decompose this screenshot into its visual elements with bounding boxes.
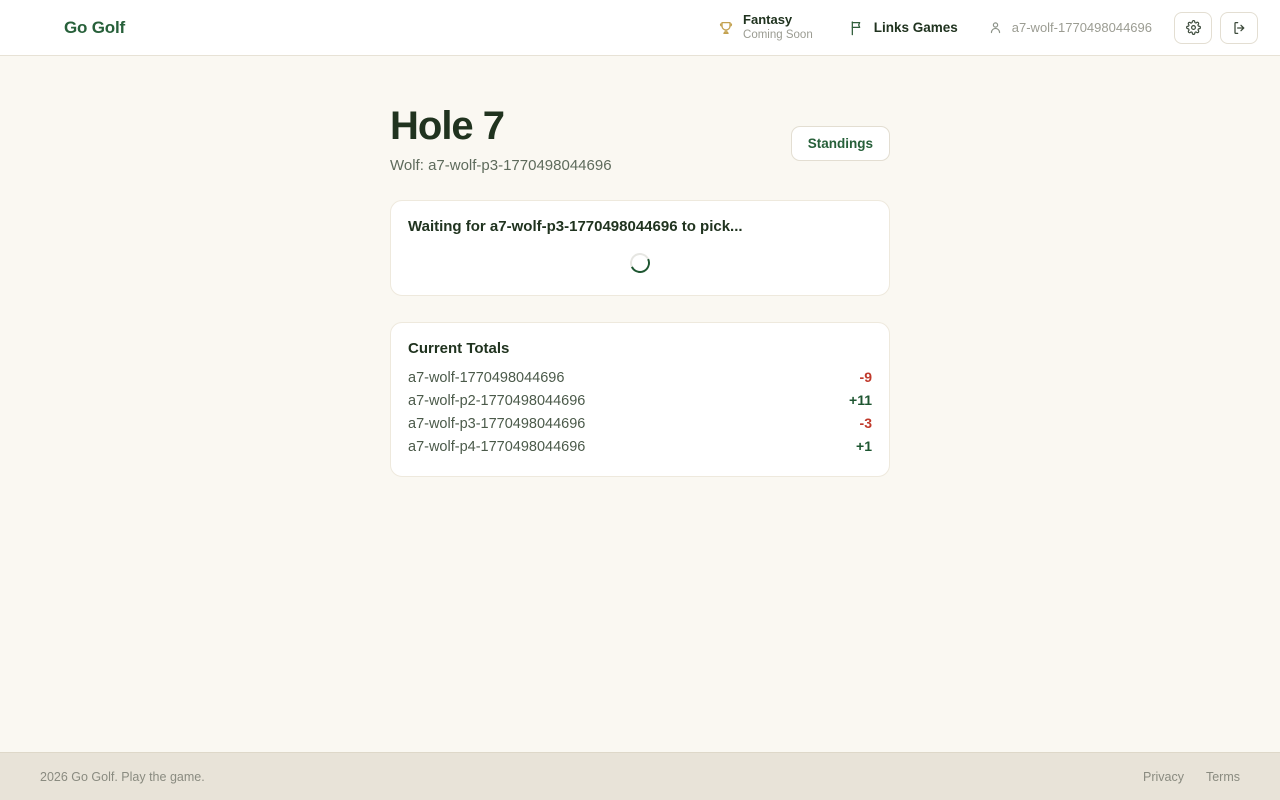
- player-score: -3: [859, 414, 872, 431]
- player-score: +1: [856, 437, 872, 454]
- footer-link-privacy[interactable]: Privacy: [1142, 769, 1184, 784]
- logout-button[interactable]: [1220, 11, 1258, 44]
- header-nav: Fantasy Coming Soon Links Games a7-wolf-…: [700, 6, 1258, 50]
- standings-button[interactable]: Standings: [790, 126, 890, 161]
- brand-logo[interactable]: Go Golf: [64, 17, 125, 37]
- table-row: a7-wolf-p2-1770498044696 +11: [408, 389, 872, 412]
- content-column: Hole 7 Wolf: a7-wolf-p3-1770498044696 St…: [390, 104, 890, 477]
- nav-fantasy-label: Fantasy: [743, 11, 793, 27]
- page-subtitle: Wolf: a7-wolf-p3-1770498044696: [390, 156, 612, 174]
- main-content: Hole 7 Wolf: a7-wolf-p3-1770498044696 St…: [0, 56, 1280, 752]
- player-score: +11: [849, 391, 872, 408]
- nav-item-fantasy[interactable]: Fantasy Coming Soon: [700, 6, 831, 50]
- player-name: a7-wolf-p2-1770498044696: [408, 392, 586, 409]
- trophy-icon: [718, 20, 734, 36]
- page-header-row: Hole 7 Wolf: a7-wolf-p3-1770498044696 St…: [390, 104, 890, 174]
- waiting-message: Waiting for a7-wolf-p3-1770498044696 to …: [408, 217, 743, 235]
- player-name: a7-wolf-1770498044696: [408, 369, 565, 386]
- spinner-container: [408, 249, 872, 276]
- table-row: a7-wolf-p4-1770498044696 +1: [408, 435, 872, 458]
- player-name: a7-wolf-p4-1770498044696: [408, 438, 586, 455]
- player-score: -9: [859, 368, 872, 385]
- user-icon: [988, 20, 1003, 35]
- user-chip[interactable]: a7-wolf-1770498044696: [976, 6, 1166, 50]
- page-title: Hole 7: [390, 104, 505, 148]
- app-footer: 2026 Go Golf. Play the game. Privacy Ter…: [0, 752, 1280, 800]
- footer-copyright: 2026 Go Golf. Play the game.: [40, 769, 205, 784]
- footer-links: Privacy Terms: [1143, 770, 1240, 784]
- loading-spinner-icon: [627, 249, 653, 276]
- current-totals-card: Current Totals a7-wolf-1770498044696 -9 …: [390, 321, 890, 477]
- app-header: Go Golf Fantasy Coming Soon: [0, 0, 1280, 56]
- nav-fantasy-sublabel: Coming Soon: [743, 28, 813, 41]
- logout-icon: [1231, 20, 1247, 36]
- gear-icon: [1185, 20, 1201, 35]
- page-title-block: Hole 7 Wolf: a7-wolf-p3-1770498044696: [390, 104, 612, 174]
- player-name: a7-wolf-p3-1770498044696: [408, 415, 586, 432]
- nav-item-links-games[interactable]: Links Games: [831, 6, 976, 50]
- nav-links-games-label: Links Games: [873, 20, 958, 35]
- table-row: a7-wolf-p3-1770498044696 -3: [408, 412, 872, 435]
- footer-link-terms[interactable]: Terms: [1205, 769, 1240, 784]
- table-row: a7-wolf-1770498044696 -9: [408, 366, 872, 389]
- flag-icon: [849, 20, 865, 36]
- waiting-card: Waiting for a7-wolf-p3-1770498044696 to …: [390, 199, 890, 296]
- current-totals-title: Current Totals: [408, 339, 510, 357]
- settings-button[interactable]: [1174, 11, 1212, 44]
- user-name-label: a7-wolf-1770498044696: [1011, 20, 1152, 35]
